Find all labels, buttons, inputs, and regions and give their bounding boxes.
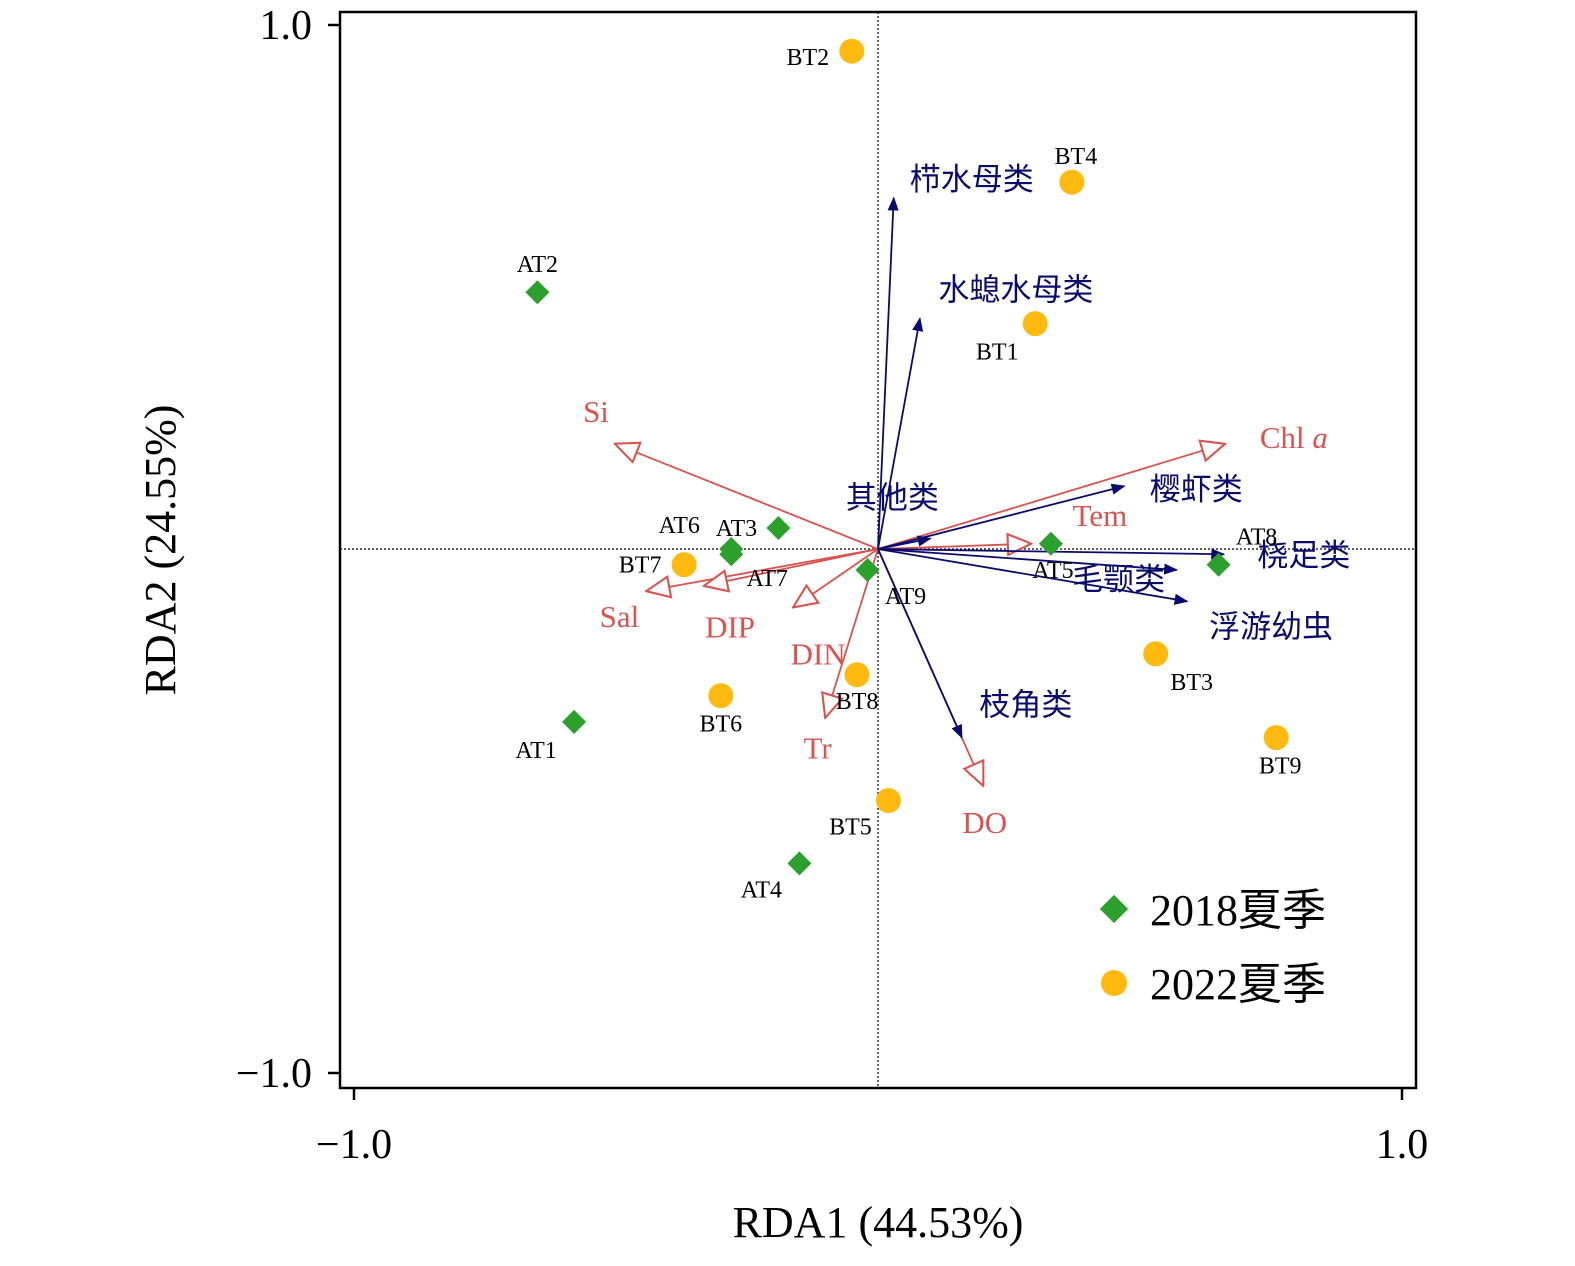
point-bt7 [671,552,697,578]
point-at5 [1038,531,1063,556]
env-vector-chl-a [877,444,1224,550]
species-vector [877,548,1189,605]
env-vector-label: Tr [804,731,833,766]
point-bt6 [708,683,734,709]
point-bt3 [1143,641,1169,667]
point-label: AT1 [515,738,556,764]
point-label: AT3 [716,516,757,542]
env-vector-sal [647,548,879,591]
environment-vectors: Si Chl a Tem Sal DIP DIN Tr DO [583,394,1328,840]
point-label: AT6 [659,513,700,539]
species-vector-label: 枝角类 [979,688,1072,724]
species-vector [877,548,963,739]
env-vector-label: DIP [705,610,755,645]
point-at4 [787,851,812,876]
env-vector-din [794,548,879,607]
point-bt4 [1059,169,1085,195]
point-label: BT5 [829,815,872,841]
env-vector-label: Tem [1073,498,1128,533]
legend: 2018夏季 2022夏季 [1099,886,1326,1009]
env-vector-dip [705,548,879,586]
x-tick-label: −1.0 [316,1122,392,1168]
species-vector-label: 樱虾类 [1150,472,1243,508]
point-at3 [766,516,791,541]
point-label: AT7 [747,566,788,592]
species-vector [877,548,1179,575]
env-vector-si [616,444,879,550]
species-vector-label: 水螅水母类 [938,272,1093,308]
point-label: AT9 [885,584,926,610]
legend-marker-2018 [1099,894,1129,924]
point-label: BT3 [1170,670,1213,696]
y-axis-title: RDA2 (24.55%) [136,405,185,696]
point-at2 [525,280,550,305]
point-bt9 [1263,725,1289,751]
point-label: AT5 [1032,558,1073,584]
env-vector-label: Sal [600,599,640,634]
legend-label-2022: 2022夏季 [1150,960,1326,1009]
species-vector [877,535,932,550]
point-label: BT6 [699,712,742,738]
point-label: BT2 [786,45,829,71]
point-label: BT9 [1259,754,1302,780]
y-tick-label: 1.0 [260,3,313,49]
species-vector-label: 浮游幼虫 [1209,609,1333,645]
point-label: AT4 [741,877,782,903]
env-vector-label: DO [962,805,1007,840]
point-label: BT7 [619,553,662,579]
species-vector [877,317,924,550]
point-label: BT1 [976,340,1019,366]
point-bt5 [875,788,901,814]
env-vector-tem [877,544,1030,549]
x-axis-title: RDA1 (44.53%) [733,1198,1024,1247]
species-vector [877,196,899,550]
point-at8 [1206,552,1231,577]
point-label: BT4 [1055,144,1098,170]
point-bt1 [1022,311,1048,337]
axis-ticks: −1.0 1.0 1.0 −1.0 [236,3,1428,1168]
site-points: AT1 AT2 AT3 AT4 AT5 AT6 AT7 AT8 AT9 BT1 BT2 BT3 BT4 B… [515,38,1302,903]
point-label: AT8 [1236,525,1277,551]
env-vector-label: Chl a [1260,420,1328,455]
legend-label-2018: 2018夏季 [1150,886,1326,935]
x-tick-label: 1.0 [1376,1122,1429,1168]
point-label: BT8 [836,689,879,715]
point-bt8 [844,662,870,688]
point-label: AT2 [517,252,558,278]
point-bt2 [839,38,865,64]
species-vector-label: 桡足类 [1257,538,1350,574]
species-vector-label: 栉水母类 [910,162,1034,198]
species-vector-label: 毛颚类 [1072,562,1165,598]
env-vector-label: Si [583,394,609,429]
env-vector-label: DIN [791,637,846,672]
point-at1 [562,709,587,734]
y-tick-label: −1.0 [236,1051,312,1097]
species-vector-label: 其他类 [846,481,939,517]
legend-marker-2022 [1101,970,1127,996]
